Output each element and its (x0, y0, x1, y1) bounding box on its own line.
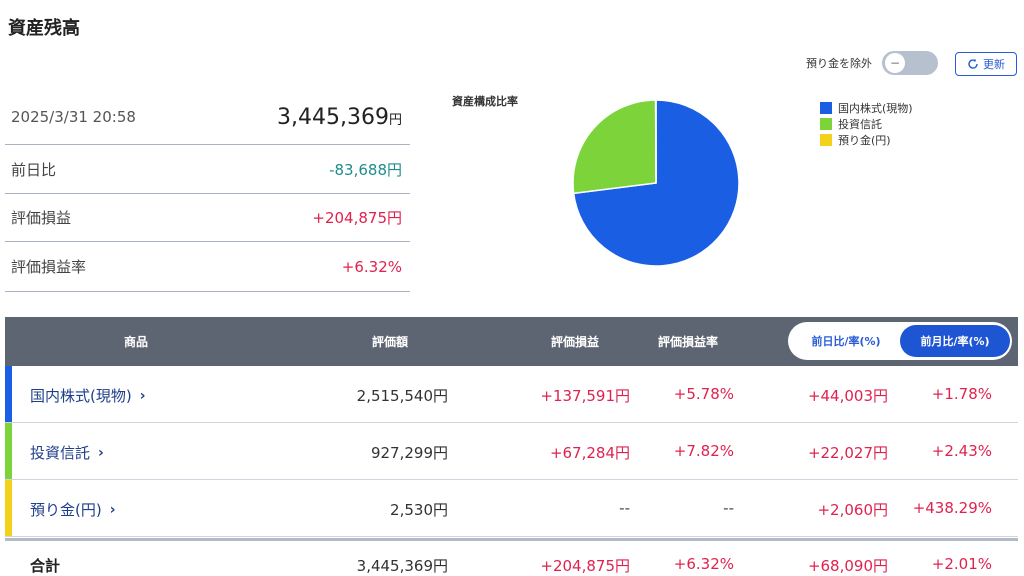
asset-summary: 2025/3/31 20:58 3,445,369円 前日比 -83,688円 … (5, 90, 410, 292)
row-diff-rate: +438.29% (912, 499, 992, 517)
summary-row-pl: 評価損益 +204,875円 (5, 194, 410, 242)
total-value: 3,445,369円 (356, 557, 448, 575)
row-value: 2,515,540円 (356, 387, 448, 405)
row-pl: +137,591円 (540, 387, 630, 405)
row-pl: +67,284円 (549, 444, 630, 462)
change-period-toggle: 前日比/率(%) 前月比/率(%) (788, 322, 1012, 360)
summary-label: 評価損益率 (11, 258, 87, 276)
exclude-deposit-toggle[interactable]: − (882, 51, 938, 75)
summary-datetime: 2025/3/31 20:58 (11, 108, 136, 126)
tab-day-change[interactable]: 前日比/率(%) (791, 325, 901, 357)
total-label: 合計 (30, 557, 61, 575)
legend-swatch (820, 134, 832, 146)
row-pl-rate: -- (723, 499, 734, 517)
row-pl: -- (619, 499, 630, 517)
refresh-button[interactable]: 更新 (955, 52, 1017, 76)
chart-title: 資産構成比率 (452, 95, 518, 108)
summary-row-pl-rate: 評価損益率 +6.32% (5, 242, 410, 292)
row-product-name: 国内株式(現物) (30, 387, 132, 405)
legend-label: 投資信託 (838, 118, 882, 131)
row-color-bar (5, 423, 12, 479)
summary-row-day-change: 前日比 -83,688円 (5, 145, 410, 194)
summary-value: -83,688円 (329, 160, 402, 179)
legend-item: 国内株式(現物) (820, 100, 913, 116)
chevron-right-icon: › (98, 444, 104, 461)
total-pl-rate: +6.32% (673, 555, 734, 573)
chevron-right-icon: › (139, 387, 146, 404)
header-pl-rate: 評価損益率 (658, 335, 719, 349)
row-pl-rate: +7.82% (673, 442, 734, 460)
tab-month-change[interactable]: 前月比/率(%) (900, 325, 1010, 357)
refresh-label: 更新 (983, 58, 1005, 71)
summary-total-row: 2025/3/31 20:58 3,445,369円 (5, 90, 410, 145)
row-product-link[interactable]: 投資信託 › (30, 442, 104, 463)
row-value: 2,530円 (390, 501, 448, 519)
legend-item: 預り金(円) (820, 132, 913, 148)
total-diff-rate: +2.01% (931, 555, 992, 573)
total-pl: +204,875円 (540, 557, 630, 575)
summary-label: 評価損益 (11, 209, 72, 227)
header-product: 商品 (124, 335, 149, 349)
legend-label: 預り金(円) (838, 134, 891, 147)
row-product-name: 投資信託 (30, 444, 91, 462)
header-pl: 評価損益 (551, 335, 600, 349)
row-product-link[interactable]: 国内株式(現物) › (30, 385, 146, 406)
summary-label: 前日比 (11, 160, 57, 179)
row-diff-rate: +1.78% (931, 385, 992, 403)
page-title: 資産残高 (8, 18, 80, 39)
row-diff: +44,003円 (807, 387, 888, 405)
legend-swatch (820, 102, 832, 114)
refresh-icon (968, 58, 978, 69)
legend-swatch (820, 118, 832, 130)
chart-legend: 国内株式(現物) 投資信託 預り金(円) (820, 100, 913, 148)
table-row: 投資信託 › 927,299円 +67,284円 +7.82% +22,027円… (5, 423, 1018, 480)
row-diff-rate: +2.43% (931, 442, 992, 460)
table-row: 預り金(円) › 2,530円 -- -- +2,060円 +438.29% (5, 480, 1018, 537)
row-color-bar (5, 366, 12, 422)
legend-item: 投資信託 (820, 116, 913, 132)
row-diff: +2,060円 (817, 501, 888, 519)
exclude-deposit-label: 預り金を除外 (806, 57, 872, 70)
total-diff: +68,090円 (807, 557, 888, 575)
summary-value: +6.32% (341, 257, 402, 276)
toggle-knob: − (885, 53, 905, 73)
summary-value: +204,875円 (312, 209, 402, 227)
asset-pie-chart (572, 99, 740, 267)
row-color-bar (5, 480, 12, 536)
row-product-link[interactable]: 預り金(円) › (30, 499, 116, 520)
pie-slice-1 (572, 99, 657, 195)
row-diff: +22,027円 (807, 444, 888, 462)
row-value: 927,299円 (370, 444, 448, 462)
header-value: 評価額 (372, 335, 409, 349)
table-row: 国内株式(現物) › 2,515,540円 +137,591円 +5.78% +… (5, 366, 1018, 423)
row-pl-rate: +5.78% (673, 385, 734, 403)
table-total-row: 合計 3,445,369円 +204,875円 +6.32% +68,090円 … (5, 538, 1018, 576)
legend-label: 国内株式(現物) (838, 102, 913, 115)
row-product-name: 預り金(円) (30, 501, 102, 519)
holdings-table-header: 商品 評価額 評価損益 評価損益率 前日比/率(%) 前月比/率(%) (5, 317, 1018, 366)
chevron-right-icon: › (109, 501, 116, 518)
summary-total-value: 3,445,369円 (277, 104, 402, 130)
